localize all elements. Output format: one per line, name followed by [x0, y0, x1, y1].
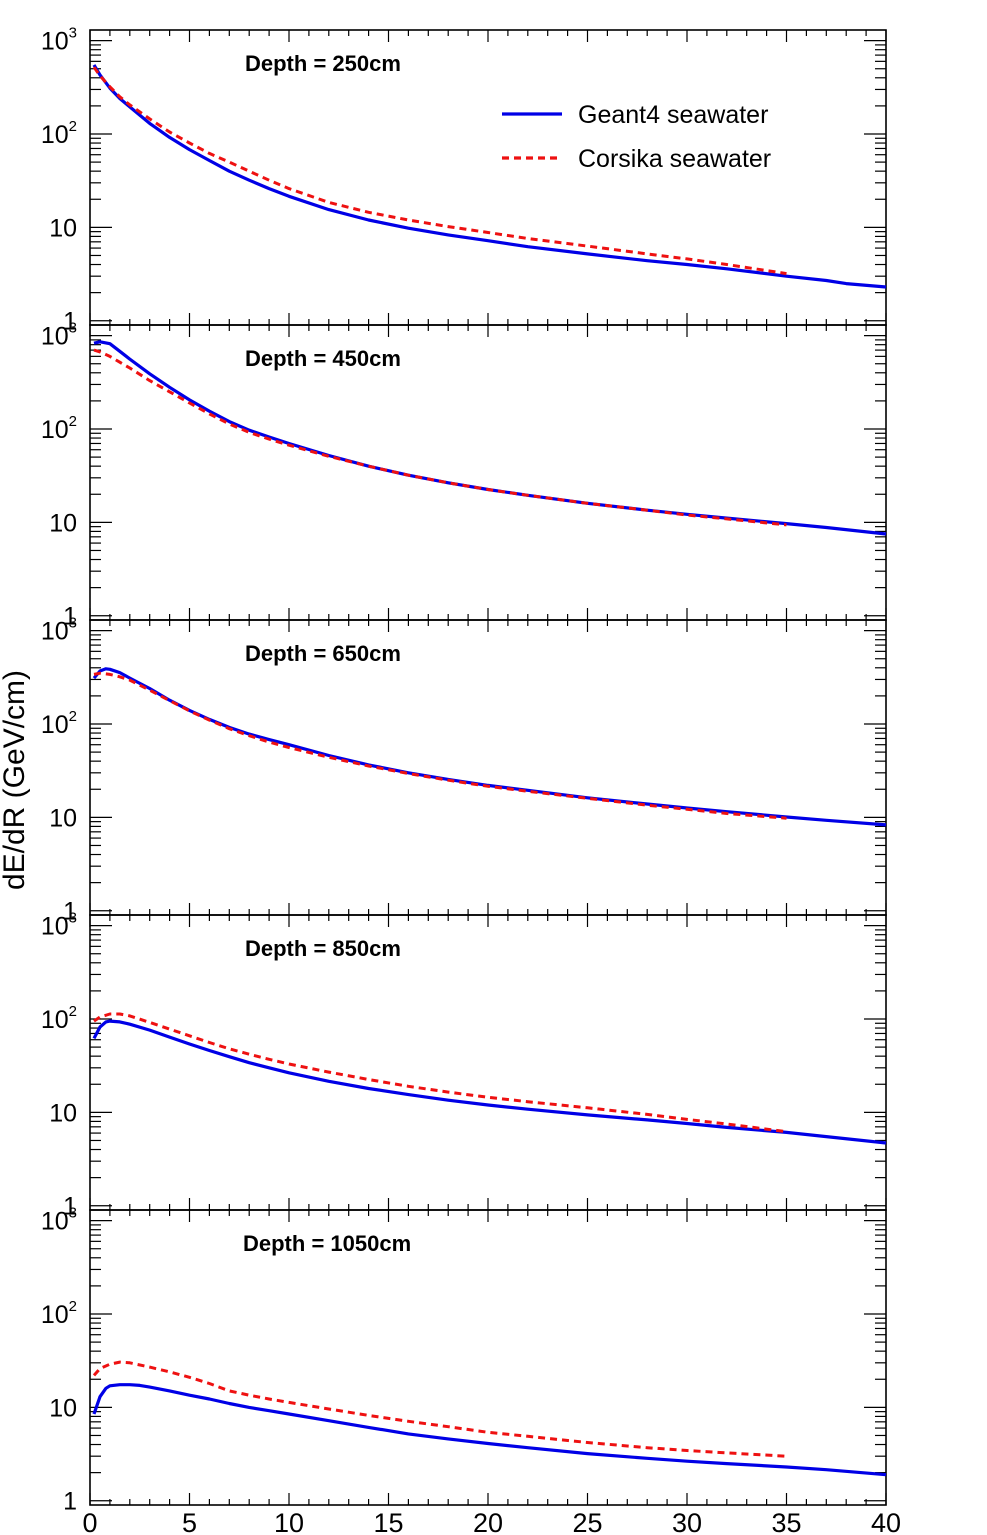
y-tick-label: 102: [41, 118, 77, 149]
x-tick-label: 25: [572, 1508, 602, 1535]
series-line-geant4: [92, 1383, 887, 1477]
y-tick-label: 103: [41, 615, 77, 646]
y-tick-label-base: 10: [41, 1208, 69, 1236]
y-tick-label-base: 10: [41, 711, 69, 739]
y-tick-label: 102: [41, 708, 77, 739]
y-ticks: [90, 40, 886, 322]
x-tick-label: 30: [672, 1508, 702, 1535]
series-line-corsika: [93, 671, 787, 820]
x-tick-label: 5: [182, 1508, 197, 1535]
y-tick-label-exponent: 3: [69, 320, 77, 337]
series-line-corsika: [92, 66, 787, 276]
x-ticks: [89, 1210, 887, 1505]
y-tick-label: 103: [41, 25, 77, 56]
plot-frame: [89, 619, 887, 916]
y-tick-label: 103: [41, 320, 77, 351]
panel-title: Depth = 450cm: [245, 346, 401, 371]
y-tick-label-exponent: 2: [69, 1298, 77, 1315]
y-ticks: [90, 1220, 886, 1502]
y-tick-label-exponent: 3: [69, 25, 77, 42]
y-tick-label: 103: [41, 910, 77, 941]
plot-frame: [89, 914, 887, 1211]
y-tick-label: 10: [49, 1099, 77, 1127]
y-ticks: [90, 925, 886, 1207]
legend-label: Corsika seawater: [578, 145, 771, 173]
plot-frame: [89, 324, 887, 621]
y-tick-label: 1: [63, 1488, 77, 1516]
y-tick-label-exponent: 3: [69, 615, 77, 632]
x-tick-label: 15: [373, 1508, 403, 1535]
y-tick-label-base: 10: [41, 913, 69, 941]
y-tick-label-exponent: 2: [69, 1003, 77, 1020]
y-tick-label-base: 10: [41, 416, 69, 444]
y-tick-label: 102: [41, 413, 77, 444]
legend-label: Geant4 seawater: [578, 101, 768, 129]
x-ticks: [89, 30, 887, 325]
x-tick-label: 20: [473, 1508, 503, 1535]
y-tick-label-exponent: 2: [69, 708, 77, 725]
y-tick-label: 1: [63, 603, 77, 631]
y-tick-label-base: 10: [41, 121, 69, 149]
x-tick-label: 10: [274, 1508, 304, 1535]
y-tick-label: 1: [63, 308, 77, 336]
panel-title: Depth = 650cm: [245, 641, 401, 666]
y-tick-label-exponent: 2: [69, 413, 77, 430]
y-axis-label: dE/dR (GeV/cm): [0, 670, 31, 890]
y-ticks: [90, 630, 886, 912]
x-tick-label: 40: [871, 1508, 901, 1535]
y-tick-label: 103: [41, 1205, 77, 1236]
y-tick-label-exponent: 3: [69, 1205, 77, 1222]
y-ticks: [90, 335, 886, 617]
series-line-geant4: [92, 667, 887, 827]
series-line-corsika: [93, 348, 787, 527]
y-tick-label-exponent: 3: [69, 910, 77, 927]
y-tick-label-base: 10: [41, 618, 69, 646]
y-tick-label: 1: [63, 898, 77, 926]
series-line-geant4: [92, 64, 887, 289]
x-ticks: [89, 325, 887, 620]
y-tick-label: 10: [49, 214, 77, 242]
panel-title: Depth = 1050cm: [243, 1231, 411, 1256]
y-tick-label-exponent: 2: [69, 118, 77, 135]
y-tick-label-base: 10: [41, 28, 69, 56]
y-tick-label: 102: [41, 1298, 77, 1329]
x-ticks: [89, 915, 887, 1210]
y-tick-label: 10: [49, 1394, 77, 1422]
y-tick-label: 10: [49, 804, 77, 832]
chart-legend: Geant4 seawater Corsika seawater: [502, 101, 771, 173]
plot-frame: [89, 1209, 887, 1506]
series-line-corsika: [93, 1012, 787, 1134]
plot-frame: [89, 29, 887, 326]
x-tick-label: 0: [82, 1508, 97, 1535]
panel-title: Depth = 250cm: [245, 51, 401, 76]
y-tick-label: 10: [49, 509, 77, 537]
y-tick-label-base: 10: [41, 323, 69, 351]
y-tick-label-base: 10: [41, 1006, 69, 1034]
series-line-geant4: [93, 340, 887, 536]
series-line-corsika: [92, 1360, 787, 1458]
y-tick-label: 102: [41, 1003, 77, 1034]
series-line-geant4: [92, 1019, 887, 1145]
y-tick-label-base: 10: [41, 1301, 69, 1329]
y-tick-label: 1: [63, 1193, 77, 1221]
x-ticks: [89, 620, 887, 915]
panel-title: Depth = 850cm: [245, 936, 401, 961]
x-tick-label: 35: [771, 1508, 801, 1535]
